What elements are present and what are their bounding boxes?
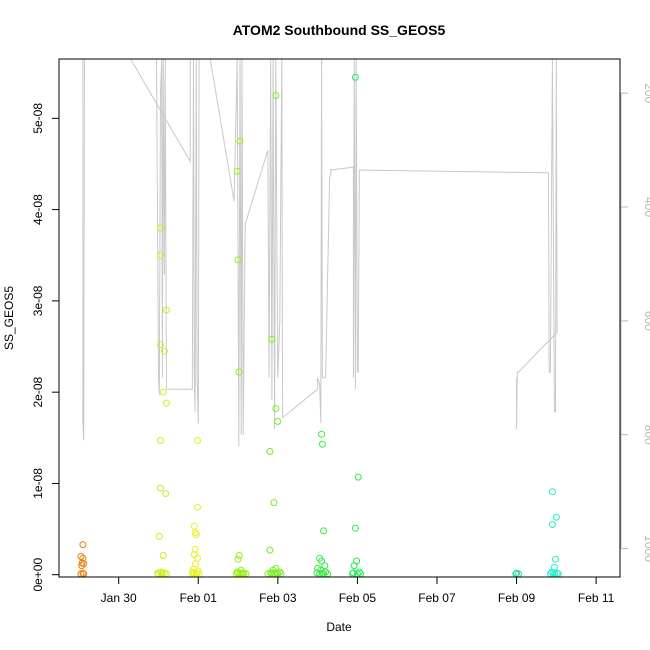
data-point xyxy=(80,560,88,568)
data-point xyxy=(157,341,164,349)
data-point xyxy=(274,417,282,425)
data-point xyxy=(318,557,326,565)
y2-axis: 200 400 600 800 1000 xyxy=(620,83,650,562)
data-point xyxy=(159,388,167,396)
x-tick-label: Feb 03 xyxy=(259,591,297,605)
data-point xyxy=(549,569,557,577)
data-point xyxy=(162,490,170,497)
altitude-line-layer xyxy=(82,58,558,447)
data-point xyxy=(318,440,326,448)
data-point xyxy=(235,368,243,376)
y-axis: 0e+00 1e-08 2e-08 3e-08 4e-08 5e-08 xyxy=(31,103,60,592)
data-point xyxy=(155,532,163,540)
x-tick-label: Feb 07 xyxy=(418,591,456,605)
data-point xyxy=(351,73,359,81)
data-point xyxy=(351,524,359,532)
y2-tick-label: 400 xyxy=(642,197,650,217)
data-point xyxy=(191,545,199,553)
data-point xyxy=(78,562,86,570)
data-point xyxy=(266,448,274,455)
data-point xyxy=(236,137,244,145)
data-point xyxy=(240,569,248,577)
x-axis: Jan 30 Feb 01 Feb 03 Feb 05 Feb 07 Feb 09 Feb … xyxy=(101,576,615,605)
data-point xyxy=(157,484,164,492)
data-point xyxy=(77,553,85,560)
x-tick-label: Feb 11 xyxy=(578,591,615,605)
points-layer xyxy=(77,73,562,578)
data-point xyxy=(234,555,242,563)
data-point xyxy=(157,437,164,444)
data-point xyxy=(270,499,278,507)
data-point xyxy=(160,347,168,355)
data-point xyxy=(320,527,328,535)
x-tick-label: Jan 30 xyxy=(101,591,137,605)
data-point xyxy=(194,503,201,511)
altitude-line xyxy=(82,58,558,447)
data-point xyxy=(79,541,87,549)
data-point xyxy=(233,167,241,175)
y-tick-label: 0e+00 xyxy=(31,558,45,592)
data-point xyxy=(548,488,556,496)
y2-tick-label: 600 xyxy=(642,311,650,331)
y2-tick-label: 1000 xyxy=(642,535,650,562)
data-point xyxy=(273,569,281,577)
data-point xyxy=(354,473,362,481)
chart-title: ATOM2 Southbound SS_GEOS5 xyxy=(233,22,446,38)
y-tick-label: 4e-08 xyxy=(31,194,45,225)
x-tick-label: Feb 05 xyxy=(339,591,377,605)
data-point xyxy=(552,513,560,521)
data-point xyxy=(162,306,170,314)
x-tick-label: Feb 01 xyxy=(180,591,218,605)
data-point xyxy=(192,531,200,539)
data-point xyxy=(234,256,242,264)
data-point xyxy=(272,405,280,413)
data-point xyxy=(162,399,170,407)
data-point xyxy=(191,529,199,537)
data-point xyxy=(552,555,559,563)
x-tick-label: Feb 09 xyxy=(498,591,536,605)
data-point xyxy=(349,569,357,577)
y-tick-label: 1e-08 xyxy=(31,468,45,499)
plot-frame xyxy=(58,58,621,578)
y-tick-label: 5e-08 xyxy=(31,103,45,134)
data-point xyxy=(350,562,358,570)
data-point xyxy=(318,430,326,438)
y-tick-label: 2e-08 xyxy=(31,376,45,407)
data-point xyxy=(159,552,167,559)
y-axis-label: SS_GEOS5 xyxy=(2,286,16,350)
data-point xyxy=(190,522,198,530)
data-point xyxy=(548,521,556,528)
data-point xyxy=(194,437,201,444)
data-point xyxy=(268,335,276,343)
y2-tick-label: 800 xyxy=(642,425,650,445)
data-point xyxy=(157,224,164,232)
data-point xyxy=(272,92,280,99)
data-point xyxy=(157,251,164,259)
data-point xyxy=(266,546,274,554)
data-point xyxy=(235,552,243,559)
x-axis-label: Date xyxy=(326,620,352,634)
y2-tick-label: 200 xyxy=(642,83,650,103)
y-tick-label: 3e-08 xyxy=(31,285,45,316)
